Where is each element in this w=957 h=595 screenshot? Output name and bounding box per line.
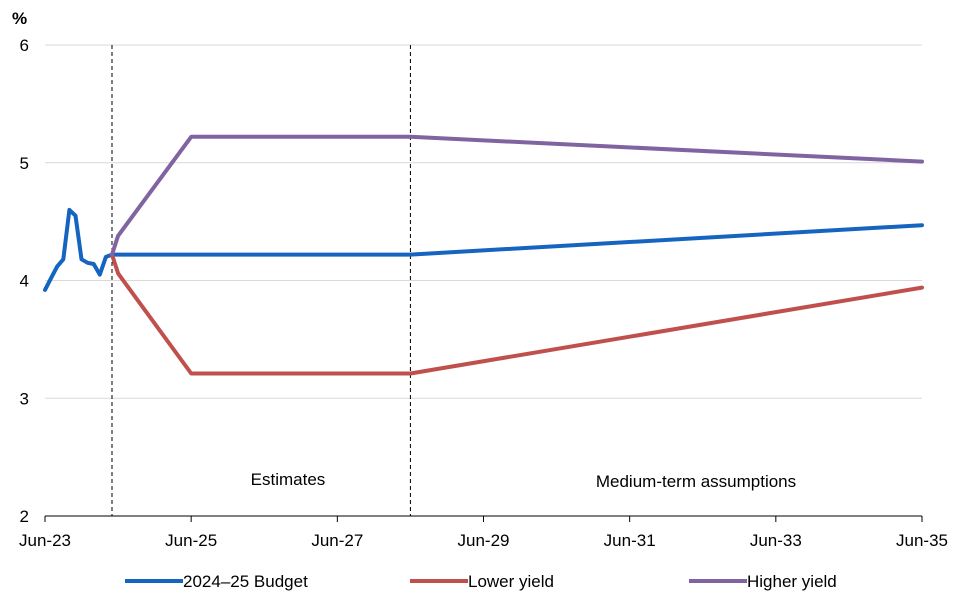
x-tick-label-Jun-27: Jun-27	[311, 531, 363, 550]
x-tick-label-Jun-33: Jun-33	[750, 531, 802, 550]
series-line-0	[43, 207, 924, 292]
x-tick-label-Jun-35: Jun-35	[896, 531, 948, 550]
series-lines	[43, 134, 924, 376]
legend-label-2: Higher yield	[747, 572, 837, 591]
series-line-1	[110, 252, 924, 376]
y-tick-label-2: 2	[20, 507, 29, 526]
y-tick-label-5: 5	[20, 154, 29, 173]
legend: 2024–25 Budget Lower yield Higher yield	[125, 572, 837, 591]
series-line-2	[110, 134, 924, 257]
region-label-medium-term: Medium-term assumptions	[596, 472, 796, 491]
x-tick-label-Jun-25: Jun-25	[165, 531, 217, 550]
gridlines	[45, 44, 922, 399]
x-tick-label-Jun-29: Jun-29	[458, 531, 510, 550]
period-divider-lines	[111, 45, 411, 516]
axes: 2 3 4 5 6 Jun-23 Jun-25 Jun-27 Jun-29 Jun-31 Jun-3…	[19, 36, 948, 550]
y-tick-label-3: 3	[20, 389, 29, 408]
x-tick-label-Jun-31: Jun-31	[604, 531, 656, 550]
y-tick-label-4: 4	[20, 272, 29, 291]
legend-label-1: Lower yield	[468, 572, 554, 591]
y-axis-unit-label: %	[12, 9, 27, 28]
y-tick-label-6: 6	[20, 36, 29, 55]
region-label-estimates: Estimates	[251, 470, 326, 489]
legend-label-0: 2024–25 Budget	[183, 572, 308, 591]
x-tick-label-Jun-23: Jun-23	[19, 531, 71, 550]
